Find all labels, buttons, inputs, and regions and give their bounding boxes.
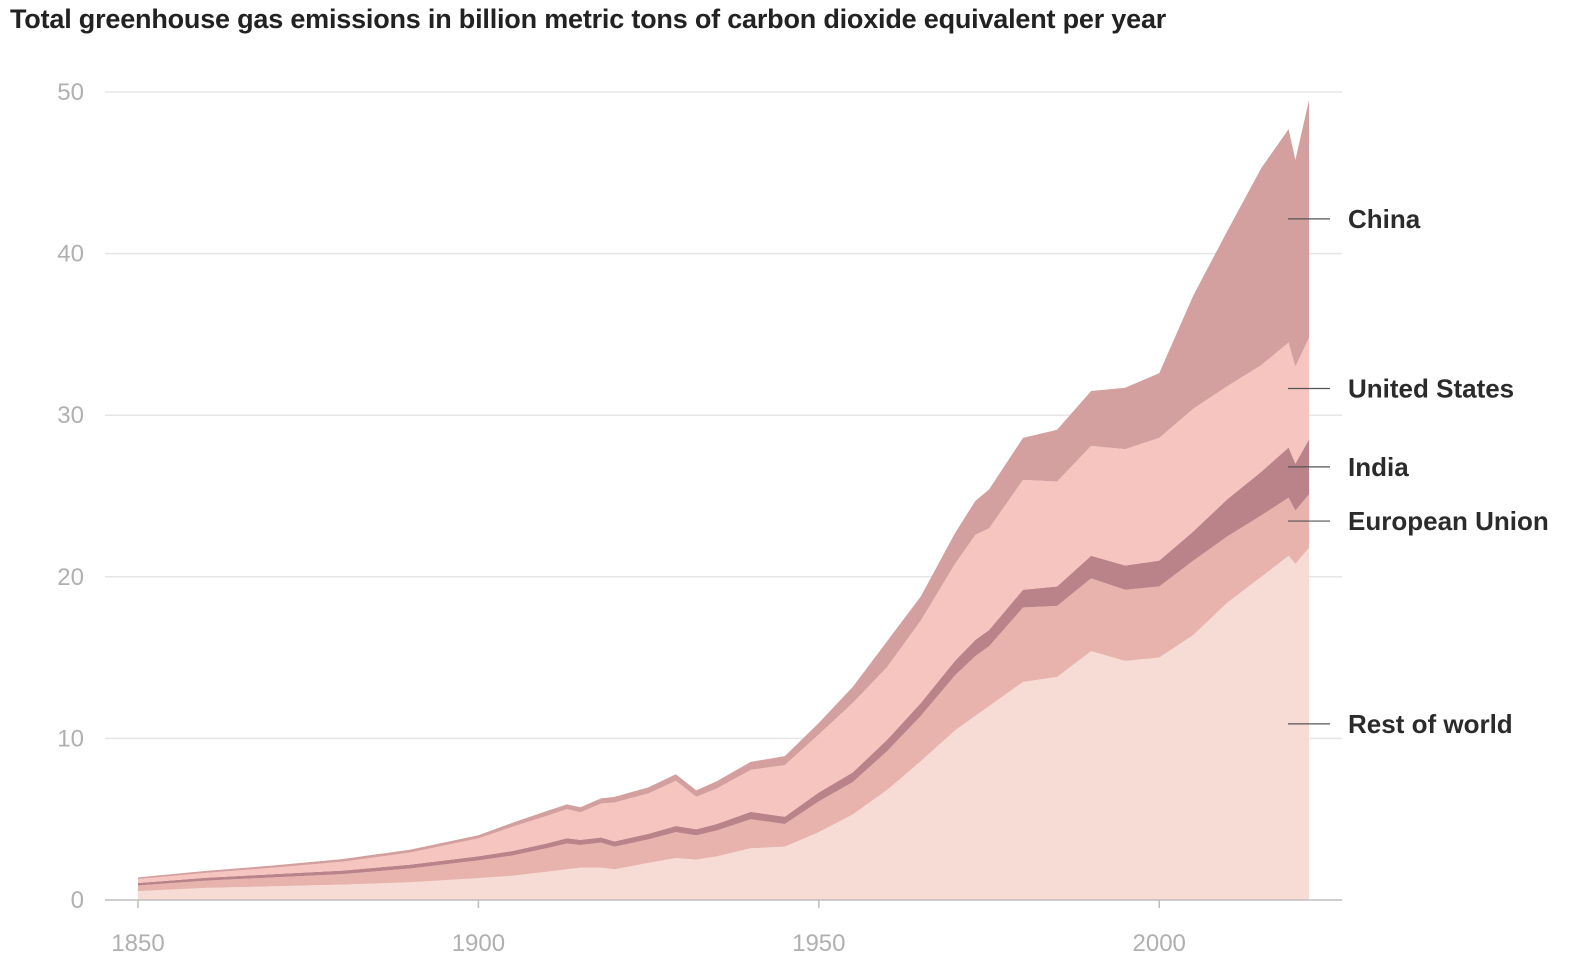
y-tick-label-10: 10	[57, 725, 84, 752]
y-tick-label-30: 30	[57, 402, 84, 429]
y-tick-label-40: 40	[57, 241, 84, 268]
series-label-china: China	[1348, 204, 1421, 234]
area-series	[138, 100, 1309, 900]
y-axis-tick-labels: 0 10 20 30 40 50	[57, 79, 84, 914]
series-label-united-states: United States	[1348, 374, 1514, 404]
series-label-india: India	[1348, 452, 1409, 482]
series-label-rest-of-world: Rest of world	[1348, 709, 1513, 739]
x-axis-tick-labels: 1850 1900 1950 2000	[111, 930, 1186, 957]
y-tick-label-20: 20	[57, 564, 84, 591]
series-label-european-union: European Union	[1348, 506, 1549, 536]
x-tick-label-1850: 1850	[111, 930, 164, 957]
x-tick-label-2000: 2000	[1133, 930, 1186, 957]
chart-title: Total greenhouse gas emissions in billio…	[10, 4, 1167, 34]
area-rest-of-world	[138, 547, 1309, 900]
series-labels: Rest of world European Union India United S…	[1288, 204, 1549, 739]
x-tick-label-1900: 1900	[452, 930, 505, 957]
x-axis	[105, 899, 1342, 908]
y-tick-label-50: 50	[57, 79, 84, 106]
y-tick-label-0: 0	[71, 887, 84, 914]
x-tick-label-1950: 1950	[792, 930, 845, 957]
